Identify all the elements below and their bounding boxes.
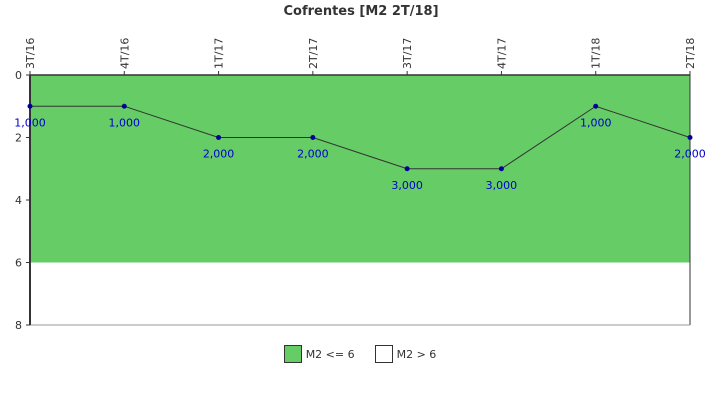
data-point-0 bbox=[27, 103, 33, 109]
data-point-7 bbox=[687, 135, 693, 140]
legend: M2 <= 6 M2 > 6 bbox=[0, 345, 720, 363]
legend-item-band-1: M2 > 6 bbox=[374, 345, 437, 363]
data-point-3 bbox=[310, 135, 316, 140]
x-tick-label-0: 3T/16 bbox=[24, 38, 37, 69]
data-label-0: 1,000 bbox=[14, 116, 46, 129]
data-point-4 bbox=[404, 166, 410, 172]
data-point-1 bbox=[121, 103, 127, 109]
data-label-3: 2,000 bbox=[297, 148, 329, 161]
data-label-7: 2,000 bbox=[674, 148, 706, 161]
x-tick-label-1: 4T/16 bbox=[118, 38, 131, 69]
y-tick-label-2: 4 bbox=[15, 194, 22, 207]
x-tick-label-6: 1T/18 bbox=[590, 38, 603, 69]
x-tick-label-2: 1T/17 bbox=[213, 38, 226, 69]
band-1 bbox=[30, 262, 690, 325]
data-label-4: 3,000 bbox=[391, 179, 423, 192]
data-point-5 bbox=[498, 166, 504, 172]
data-label-5: 3,000 bbox=[486, 179, 518, 192]
band-0 bbox=[30, 75, 690, 263]
y-tick-label-3: 6 bbox=[15, 257, 22, 270]
y-tick-label-1: 2 bbox=[15, 132, 22, 145]
data-label-6: 1,000 bbox=[580, 116, 612, 129]
x-tick-label-7: 2T/18 bbox=[684, 38, 697, 69]
data-label-2: 2,000 bbox=[203, 148, 235, 161]
y-tick-label-4: 8 bbox=[15, 319, 22, 332]
data-label-1: 1,000 bbox=[109, 116, 141, 129]
chart-title: Cofrentes [M2 2T/18] bbox=[283, 4, 438, 19]
x-tick-label-4: 3T/17 bbox=[401, 38, 414, 69]
data-point-6 bbox=[593, 103, 599, 109]
legend-swatch-band-1 bbox=[374, 345, 393, 363]
y-tick-label-0: 0 bbox=[15, 69, 22, 82]
data-point-2 bbox=[216, 135, 222, 140]
legend-item-band-0: M2 <= 6 bbox=[283, 345, 355, 363]
legend-label-band-0: M2 <= 6 bbox=[305, 347, 355, 361]
series-line-0 bbox=[30, 105, 691, 170]
x-tick-label-5: 4T/17 bbox=[495, 38, 508, 69]
legend-label-band-1: M2 > 6 bbox=[396, 347, 437, 361]
legend-swatch-band-0 bbox=[283, 345, 302, 363]
x-tick-label-3: 2T/17 bbox=[307, 38, 320, 69]
